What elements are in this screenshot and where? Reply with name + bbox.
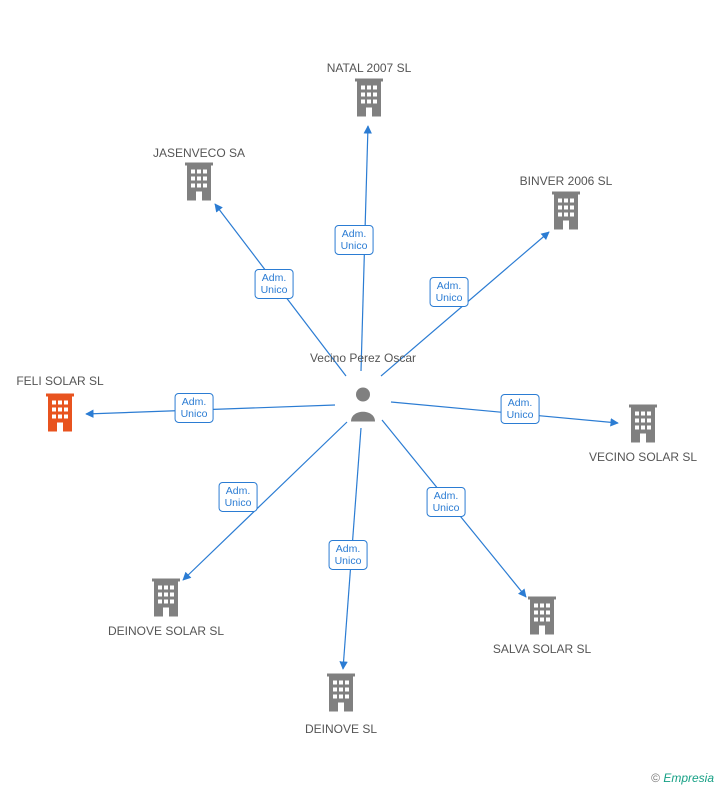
edge-label: Adm. Unico — [430, 277, 469, 307]
company-label: DEINOVE SOLAR SL — [106, 624, 226, 639]
edge-label: Adm. Unico — [219, 482, 258, 512]
edge-label: Adm. Unico — [329, 540, 368, 570]
building-icon — [324, 674, 358, 717]
building-icon — [626, 405, 660, 448]
building-icon — [525, 597, 559, 640]
person-icon — [348, 386, 378, 425]
diagram-canvas: NATAL 2007 SL BINVER 2006 SL JASENVECO S… — [0, 0, 728, 795]
company-label: FELI SOLAR SL — [0, 374, 120, 389]
building-icon — [352, 79, 386, 122]
edge-label: Adm. Unico — [335, 225, 374, 255]
company-label: DEINOVE SL — [281, 722, 401, 737]
edge-label: Adm. Unico — [175, 393, 214, 423]
edge-label: Adm. Unico — [427, 487, 466, 517]
edge-line — [183, 422, 347, 580]
building-icon — [43, 394, 77, 437]
company-label: VECINO SOLAR SL — [583, 450, 703, 465]
copyright-symbol: © — [651, 771, 660, 785]
company-label: JASENVECO SA — [139, 146, 259, 161]
company-label: BINVER 2006 SL — [506, 174, 626, 189]
building-icon — [149, 579, 183, 622]
building-icon — [182, 163, 216, 206]
footer-credit: © Empresia — [651, 771, 714, 785]
edge-label: Adm. Unico — [255, 269, 294, 299]
brand-name: Empresia — [663, 771, 714, 785]
center-person-label: Vecino Perez Oscar — [303, 351, 423, 366]
edge-label: Adm. Unico — [501, 394, 540, 424]
building-icon — [549, 192, 583, 235]
company-label: NATAL 2007 SL — [309, 61, 429, 76]
company-label: SALVA SOLAR SL — [482, 642, 602, 657]
